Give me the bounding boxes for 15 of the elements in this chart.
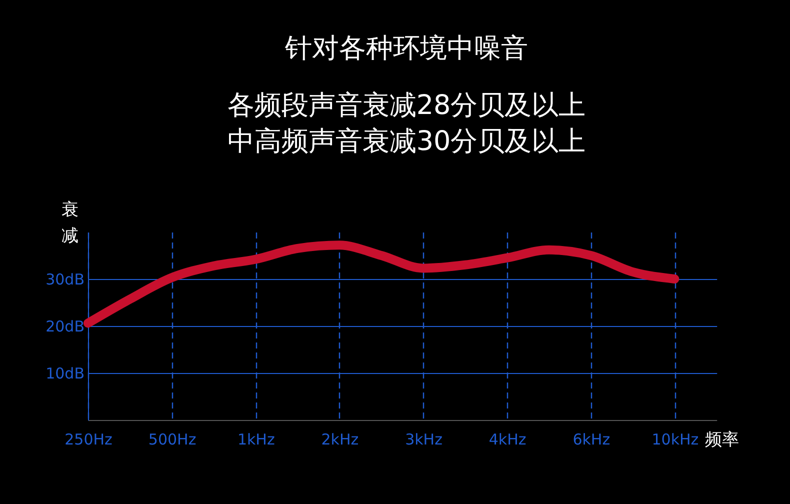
x-axis-title: 频率 — [705, 430, 739, 450]
x-tick-label: 2kHz — [321, 430, 359, 448]
y-tick-label: 10dB — [46, 364, 84, 382]
y-axis-title: 衰减 — [62, 200, 78, 246]
x-tick-label: 3kHz — [405, 430, 443, 448]
chart-subtitle: 各频段声音衰减28分贝及以上中高频声音衰减30分贝及以上 — [227, 90, 586, 157]
x-tick-label: 250Hz — [64, 430, 113, 448]
x-tick-label: 1kHz — [237, 430, 275, 448]
y-tick-label: 30dB — [46, 270, 84, 288]
chart-title: 针对各种环境中噪音 — [284, 33, 528, 64]
x-tick-label: 500Hz — [148, 430, 196, 448]
y-tick-label: 20dB — [46, 318, 84, 336]
x-tick-label: 6kHz — [572, 430, 610, 448]
x-tick-label: 4kHz — [488, 430, 526, 448]
x-tick-label: 10kHz — [652, 430, 699, 448]
